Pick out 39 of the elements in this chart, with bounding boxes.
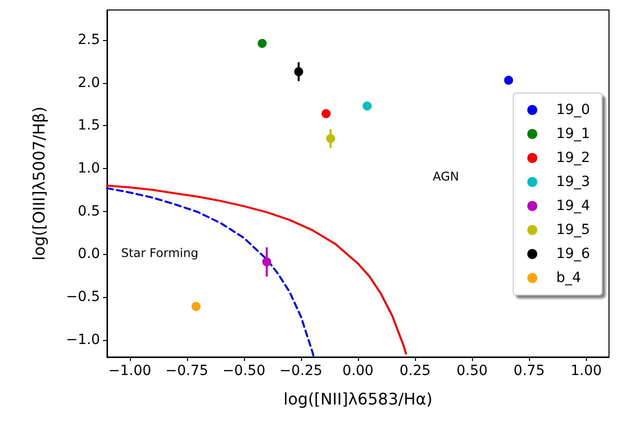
legend-label: 19_4 [556,198,590,214]
x-tick-label: 1.00 [570,363,602,379]
point [294,67,304,76]
point [192,302,200,311]
point [504,76,514,85]
legend-label: 19_0 [556,102,590,118]
point [258,38,267,48]
x-tick-label: −0.25 [280,363,322,379]
y-tick-label: −1.0 [66,332,100,348]
y-tick-label: 1.5 [78,118,100,134]
legend-label: 19_3 [556,174,590,190]
y-tick-label: 0.5 [78,203,100,220]
y-tick-label: 1.0 [78,160,100,177]
annotation: AGN [432,170,459,184]
point [326,134,336,144]
point [262,257,272,266]
x-tick-label: −1.00 [108,363,152,379]
y-axis-title: log([OIII]λ5007/Hβ) [30,106,48,260]
legend-label: 19_2 [556,150,590,166]
y-tick-label: −0.5 [66,289,100,306]
point [362,101,372,110]
annotation: Star Forming [121,246,198,260]
y-tick-label: 2.0 [78,74,100,91]
line-series [106,184,407,355]
point [322,109,331,118]
line-series [106,187,315,358]
legend-label: 19_6 [556,246,590,262]
x-tick-label: 0.25 [399,363,431,379]
legend-label: 19_1 [556,126,590,142]
x-tick-label: 0.50 [456,363,488,379]
y-tick-label: 0.0 [78,246,100,262]
legend-label: 19_5 [556,222,590,238]
x-tick-label: −0.75 [165,363,208,379]
y-tick-label: 2.5 [78,32,100,48]
x-tick-label: 0.00 [342,363,374,379]
x-tick-label: −0.50 [222,363,266,379]
x-axis-title: log([NII]λ6583/Hα) [284,390,432,408]
x-tick-label: 0.75 [514,363,545,379]
legend-label: b_4 [556,270,582,286]
